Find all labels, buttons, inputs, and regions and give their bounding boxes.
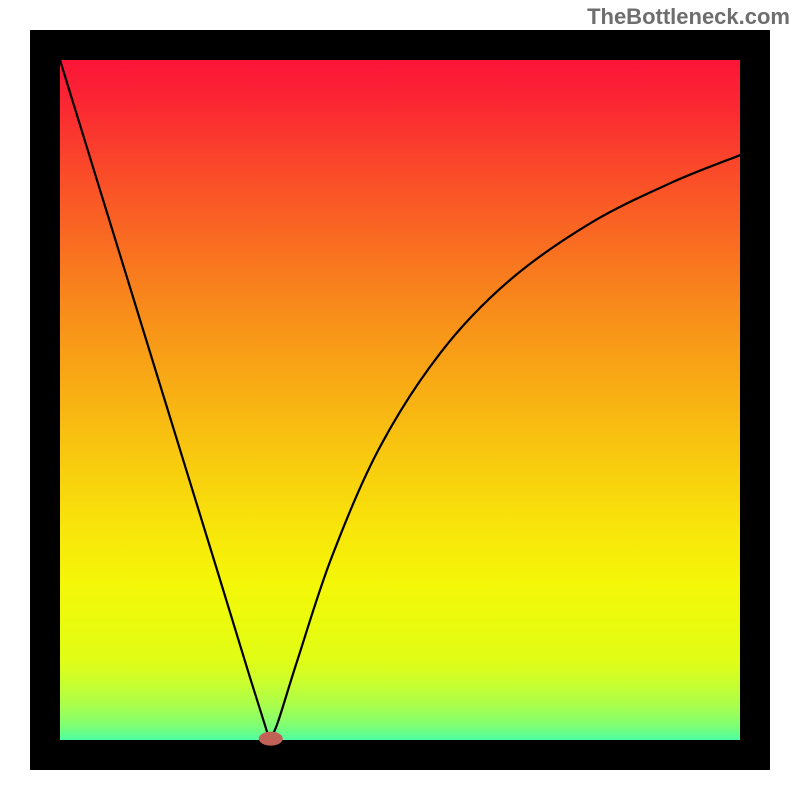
chart-svg: [0, 0, 800, 800]
chart-container: TheBottleneck.com: [0, 0, 800, 800]
optimum-marker: [259, 732, 283, 746]
plot-frame: [45, 45, 755, 755]
attribution-text: TheBottleneck.com: [587, 4, 790, 30]
